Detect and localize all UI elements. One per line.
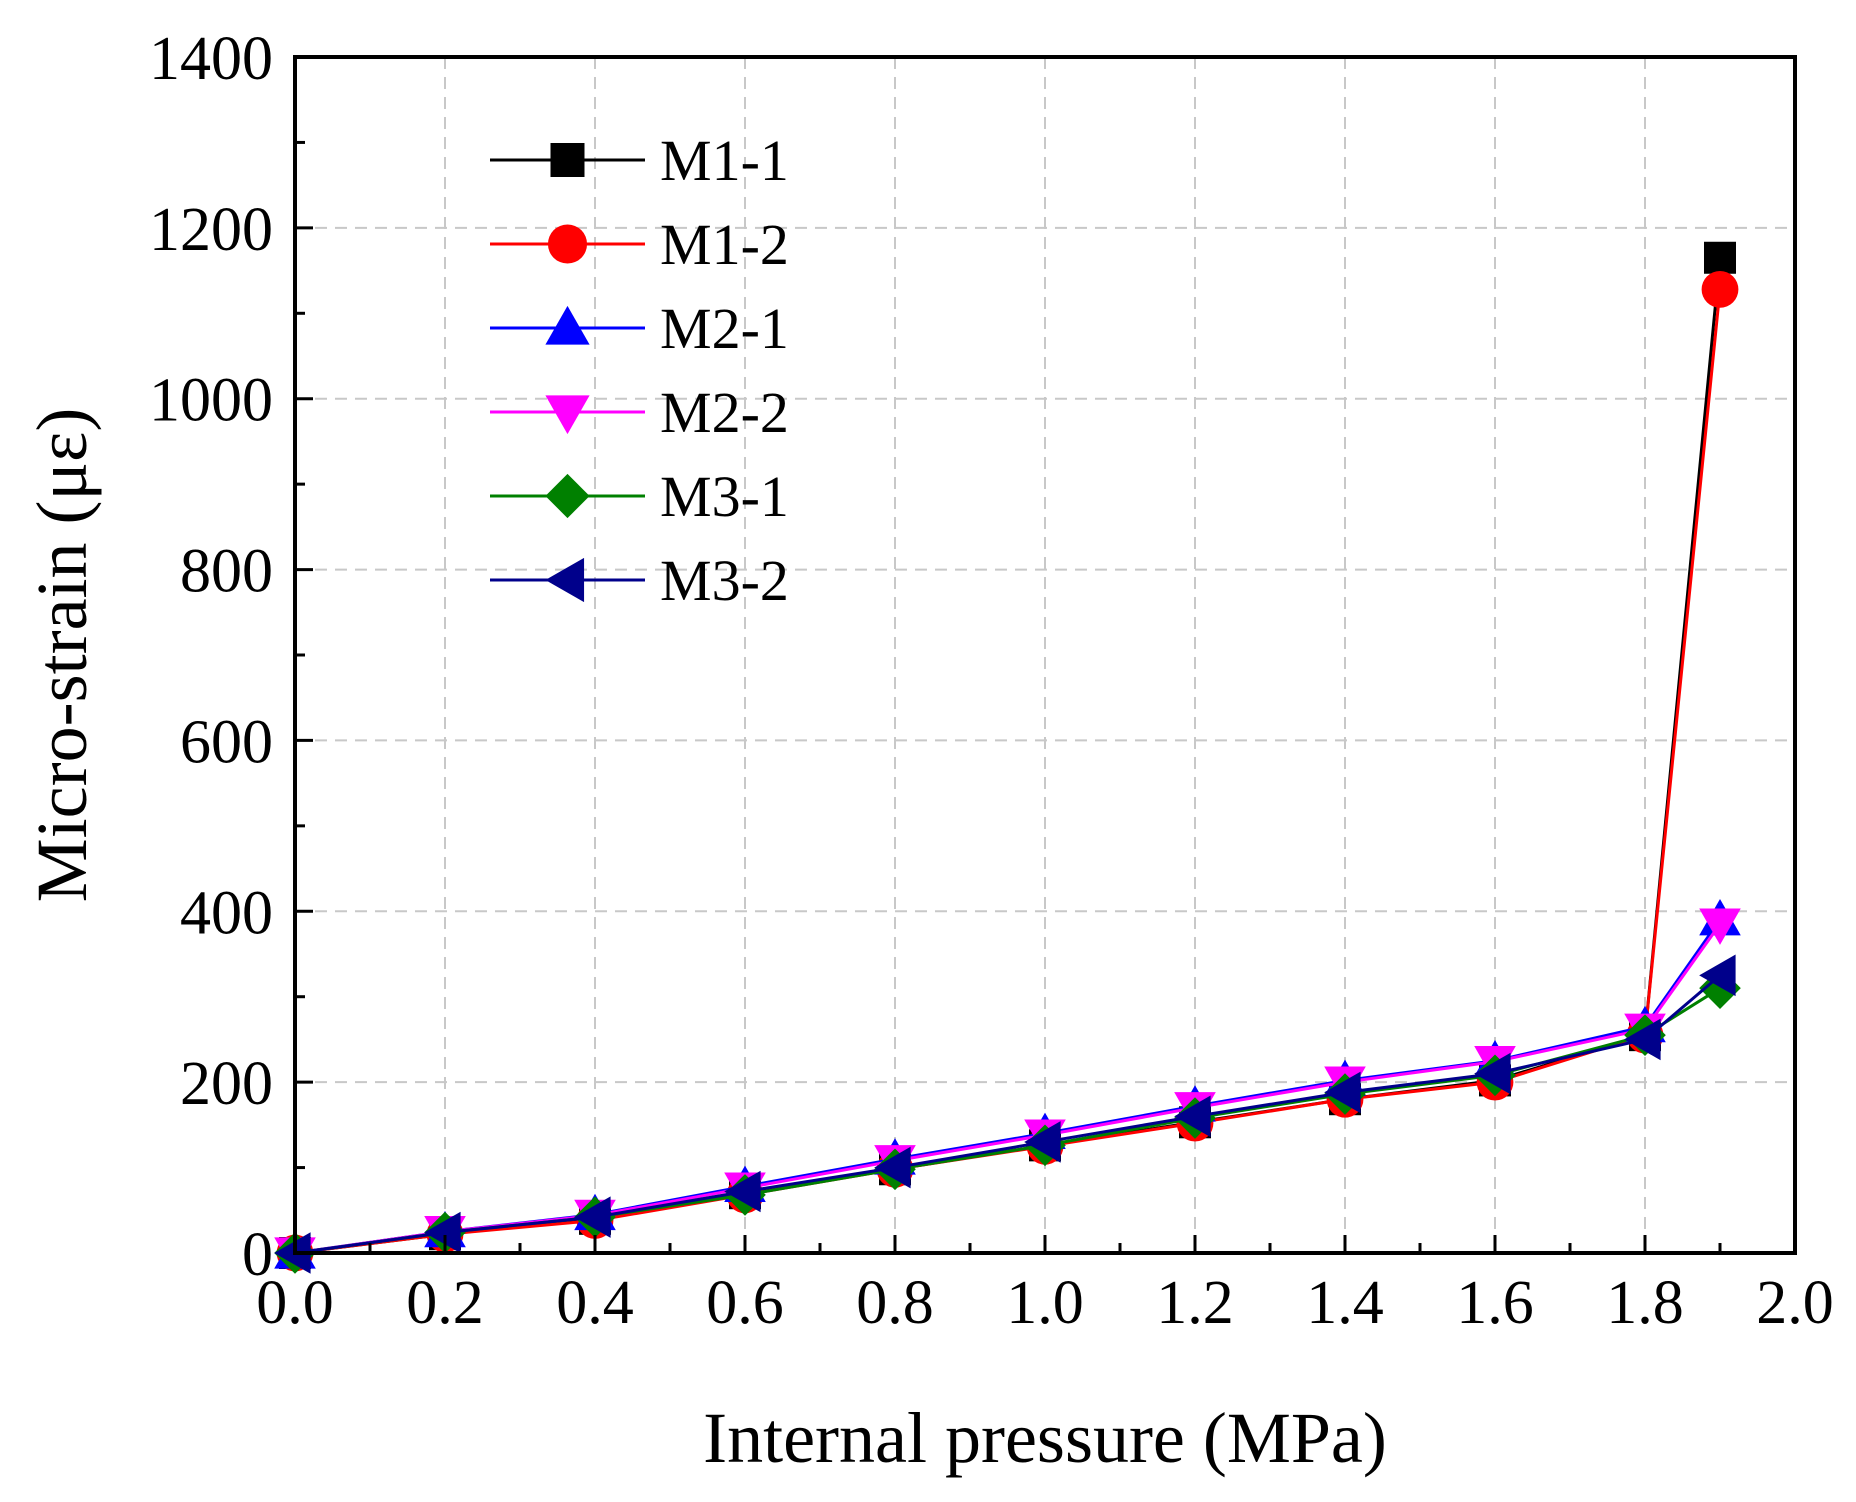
x-tick-label: 1.6 bbox=[1456, 1269, 1534, 1337]
data-point bbox=[1699, 954, 1736, 997]
data-point bbox=[874, 1146, 911, 1189]
x-tick-label: 1.4 bbox=[1306, 1269, 1384, 1337]
y-tick-label: 800 bbox=[180, 538, 273, 606]
data-point bbox=[1624, 1018, 1661, 1061]
legend-label: M2-1 bbox=[660, 296, 789, 361]
legend-item: M3-2 bbox=[490, 548, 789, 613]
data-point bbox=[424, 1211, 461, 1254]
y-tick-label: 0 bbox=[242, 1221, 273, 1289]
series-layer bbox=[274, 241, 1741, 1274]
y-tick-label: 1200 bbox=[149, 196, 273, 264]
x-tick-label: 1.0 bbox=[1006, 1269, 1084, 1337]
x-tick-label: 0.8 bbox=[856, 1269, 934, 1337]
y-tick-label: 1400 bbox=[149, 25, 273, 93]
series-M1-2 bbox=[276, 270, 1739, 1272]
series-M2-2 bbox=[274, 908, 1741, 1274]
legend-marker bbox=[547, 224, 588, 264]
data-point bbox=[1474, 1052, 1511, 1095]
data-point bbox=[1704, 241, 1736, 274]
y-tick-label: 400 bbox=[180, 879, 273, 947]
x-tick-label: 0.2 bbox=[406, 1269, 484, 1337]
x-tick-label: 0.4 bbox=[556, 1269, 634, 1337]
legend-marker bbox=[545, 395, 590, 435]
data-point bbox=[1701, 270, 1739, 308]
y-tick-label: 600 bbox=[180, 708, 273, 776]
data-point bbox=[574, 1196, 611, 1238]
legend-marker bbox=[550, 143, 585, 177]
legend-item: M1-2 bbox=[490, 212, 789, 277]
legend-label: M1-2 bbox=[660, 212, 789, 277]
series-M2-1 bbox=[274, 899, 1741, 1269]
legend-marker bbox=[545, 557, 585, 603]
data-point bbox=[1324, 1071, 1361, 1114]
series-line bbox=[294, 974, 1721, 1255]
data-point bbox=[1024, 1121, 1061, 1163]
data-point bbox=[274, 1232, 311, 1274]
series-M1-1 bbox=[279, 241, 1736, 1269]
axis-ticks bbox=[293, 55, 1797, 1255]
x-axis-title: Internal pressure (MPa) bbox=[703, 1398, 1387, 1478]
tick-labels: 0.0 0.2 0.4 0.6 0.8 1.0 1.2 1.4 1.6 1.8 2.0 0 200 400… bbox=[149, 25, 1834, 1337]
data-point bbox=[1699, 908, 1741, 945]
legend-item: M2-2 bbox=[490, 380, 789, 445]
y-axis-title: Micro-strain (με) bbox=[22, 408, 102, 903]
legend-marker bbox=[545, 305, 590, 345]
legend-item: M2-1 bbox=[490, 296, 789, 361]
grid bbox=[295, 57, 1795, 1253]
x-tick-label: 1.2 bbox=[1156, 1269, 1234, 1337]
legend-item: M3-1 bbox=[490, 464, 789, 529]
x-tick-label: 0.6 bbox=[706, 1269, 784, 1337]
series-line bbox=[294, 986, 1721, 1255]
legend-item: M1-1 bbox=[490, 128, 789, 193]
x-tick-label: 1.8 bbox=[1606, 1269, 1684, 1337]
legend-label: M3-1 bbox=[660, 464, 789, 529]
y-tick-label: 200 bbox=[180, 1050, 273, 1118]
legend-marker bbox=[545, 473, 590, 519]
series-line bbox=[294, 289, 1722, 1255]
legend-label: M2-2 bbox=[660, 380, 789, 445]
plot-frame bbox=[293, 55, 1797, 1255]
legend: M1-1 M1-2 M2-1 M2-2 M3-1 M3-2 bbox=[490, 128, 789, 613]
series-line bbox=[294, 257, 1722, 1255]
legend-label: M3-2 bbox=[660, 548, 789, 613]
legend-label: M1-1 bbox=[660, 128, 789, 193]
data-point bbox=[1174, 1095, 1211, 1138]
y-tick-label: 1000 bbox=[149, 367, 273, 435]
series-M3-2 bbox=[274, 954, 1736, 1274]
x-tick-label: 2.0 bbox=[1756, 1269, 1834, 1337]
x-tick-label: 0.0 bbox=[256, 1269, 334, 1337]
data-point bbox=[724, 1170, 761, 1213]
